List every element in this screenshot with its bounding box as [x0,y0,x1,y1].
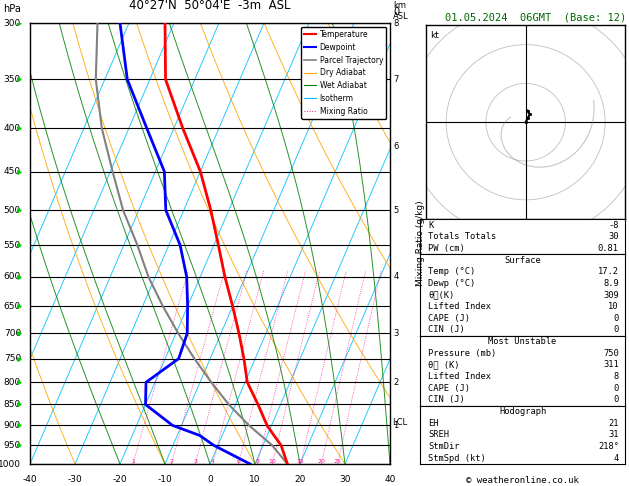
Text: 30: 30 [608,232,619,241]
Text: 300: 300 [4,18,21,28]
Text: 700: 700 [4,329,21,338]
Text: 3: 3 [193,459,198,464]
Text: hPa: hPa [3,4,21,14]
Text: 25: 25 [334,459,342,464]
Text: 311: 311 [603,361,619,369]
Text: © weatheronline.co.uk: © weatheronline.co.uk [466,476,579,485]
Text: 309: 309 [603,291,619,299]
Text: 8: 8 [255,459,259,464]
Text: 1: 1 [393,421,398,430]
Text: LCL: LCL [392,418,407,427]
Text: StmDir: StmDir [428,442,460,451]
Text: PW (cm): PW (cm) [428,244,465,253]
Text: 17.2: 17.2 [598,267,619,276]
Text: 31: 31 [608,431,619,439]
Text: 550: 550 [4,241,21,249]
Text: Lifted Index: Lifted Index [428,302,491,311]
Text: Mixing Ratio (g/kg): Mixing Ratio (g/kg) [416,201,425,286]
Text: km
ASL: km ASL [393,1,409,20]
Text: 7: 7 [393,75,399,84]
Text: 2: 2 [169,459,174,464]
Text: 8.9: 8.9 [603,279,619,288]
Text: Hodograph: Hodograph [499,407,546,416]
Text: 8: 8 [393,18,399,28]
Text: 4: 4 [211,459,214,464]
Text: 21: 21 [608,419,619,428]
Text: 900: 900 [4,421,21,430]
Text: CIN (J): CIN (J) [428,326,465,334]
Legend: Temperature, Dewpoint, Parcel Trajectory, Dry Adiabat, Wet Adiabat, Isotherm, Mi: Temperature, Dewpoint, Parcel Trajectory… [301,27,386,119]
Text: 0: 0 [614,326,619,334]
Text: 5: 5 [393,206,398,215]
Text: 0: 0 [614,396,619,404]
Text: 1000: 1000 [0,459,21,469]
Text: 10: 10 [269,459,276,464]
Text: 0: 0 [207,475,213,484]
Text: -20: -20 [113,475,127,484]
Text: Surface: Surface [504,256,541,264]
Text: 400: 400 [4,124,21,133]
Text: 0.81: 0.81 [598,244,619,253]
Text: 600: 600 [4,272,21,281]
Text: 0: 0 [393,7,399,17]
Text: 950: 950 [4,441,21,450]
Text: 218°: 218° [598,442,619,451]
Text: Lifted Index: Lifted Index [428,372,491,381]
Text: 8: 8 [614,372,619,381]
Text: 20: 20 [294,475,306,484]
Text: 450: 450 [4,167,21,176]
Text: 750: 750 [4,354,21,363]
Text: -30: -30 [68,475,82,484]
Text: 20: 20 [317,459,325,464]
Text: 40: 40 [384,475,396,484]
Text: kt: kt [430,31,439,40]
Text: Totals Totals: Totals Totals [428,232,496,241]
Text: 01.05.2024  06GMT  (Base: 12): 01.05.2024 06GMT (Base: 12) [445,12,626,22]
Text: 40°27'N  50°04'E  -3m  ASL: 40°27'N 50°04'E -3m ASL [129,0,291,12]
Text: -10: -10 [158,475,172,484]
Text: 10: 10 [249,475,261,484]
Text: 6: 6 [237,459,240,464]
Text: Dewp (°C): Dewp (°C) [428,279,476,288]
Text: 4: 4 [614,453,619,463]
Text: Temp (°C): Temp (°C) [428,267,476,276]
Text: 0: 0 [614,384,619,393]
Text: 350: 350 [4,75,21,84]
Text: 6: 6 [393,142,399,151]
Text: 0: 0 [614,314,619,323]
Text: 1: 1 [131,459,135,464]
Text: θᴇ (K): θᴇ (K) [428,361,460,369]
Text: -40: -40 [23,475,37,484]
Text: 750: 750 [603,349,619,358]
Text: 2: 2 [393,378,398,387]
Text: K: K [428,221,433,229]
Text: 15: 15 [297,459,304,464]
Text: 500: 500 [4,206,21,215]
Text: 10: 10 [608,302,619,311]
Text: CIN (J): CIN (J) [428,396,465,404]
Text: 3: 3 [393,329,399,338]
Text: EH: EH [428,419,438,428]
Text: -8: -8 [608,221,619,229]
Text: 850: 850 [4,400,21,409]
Text: StmSpd (kt): StmSpd (kt) [428,453,486,463]
Text: Pressure (mb): Pressure (mb) [428,349,496,358]
Text: Most Unstable: Most Unstable [488,337,557,346]
Text: 800: 800 [4,378,21,387]
Text: 650: 650 [4,302,21,311]
Text: SREH: SREH [428,431,449,439]
Text: 4: 4 [393,272,398,281]
Text: 30: 30 [339,475,351,484]
Text: CAPE (J): CAPE (J) [428,384,470,393]
Text: θᴇ(K): θᴇ(K) [428,291,454,299]
Text: CAPE (J): CAPE (J) [428,314,470,323]
